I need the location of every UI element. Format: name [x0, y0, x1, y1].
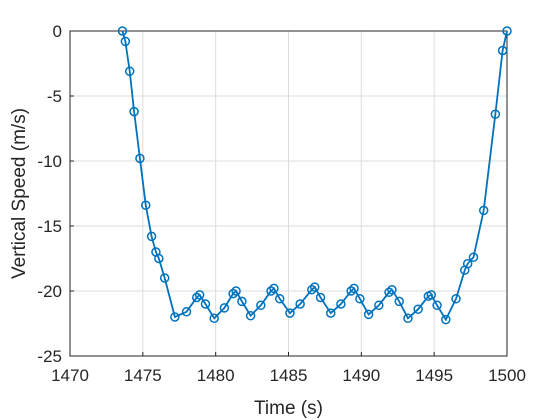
data-point-marker — [135, 153, 145, 164]
data-point-marker — [451, 294, 461, 304]
data-point-marker — [146, 231, 157, 242]
data-point-marker — [490, 109, 501, 119]
data-point-marker — [384, 287, 394, 298]
y-tick-label: -15 — [37, 217, 62, 236]
y-tick-label: -25 — [37, 347, 62, 366]
data-point-marker — [295, 299, 305, 309]
x-tick-label: 1490 — [342, 366, 380, 385]
data-point-marker — [462, 258, 473, 269]
x-axis-label: Time (s) — [254, 398, 323, 419]
data-point-marker — [403, 313, 413, 324]
axis-ticks: 1470 1475 1480 1485 1490 1495 1500 0 -5 -10 -15 -20… — [37, 22, 525, 385]
data-point-marker — [387, 284, 397, 295]
x-tick-label: 1495 — [415, 366, 453, 385]
data-point-marker — [181, 307, 192, 317]
x-tick-label: 1485 — [270, 366, 308, 385]
x-tick-label: 1470 — [51, 366, 89, 385]
y-tick-label: -10 — [37, 152, 62, 171]
data-point-marker — [307, 284, 317, 295]
data-point-marker — [231, 286, 241, 296]
data-point-marker — [159, 273, 170, 283]
y-axis-label: Vertical Speed (m/s) — [9, 108, 30, 279]
data-point-marker — [346, 286, 356, 296]
data-point-marker — [497, 45, 508, 56]
data-point-marker — [228, 288, 238, 299]
data-point-marker — [129, 106, 139, 117]
data-point-marker — [170, 312, 180, 322]
data-point-marker — [413, 304, 423, 314]
data-point-marker — [426, 290, 437, 300]
data-point-marker — [325, 308, 336, 318]
data-point-marker — [355, 294, 365, 304]
data-point-marker — [309, 282, 320, 292]
data-point-marker — [285, 308, 295, 318]
data-point-marker — [237, 296, 247, 307]
data-point-marker — [478, 205, 489, 216]
data-point-marker — [117, 26, 128, 36]
data-point-marker — [275, 294, 285, 304]
data-point-marker — [120, 36, 131, 47]
data-point-marker — [194, 290, 205, 300]
data-point-marker — [154, 253, 164, 264]
data-point-marker — [336, 299, 346, 309]
data-point-marker — [140, 200, 151, 210]
data-point-marker — [432, 300, 442, 311]
data-point-marker — [374, 300, 384, 311]
data-point-marker — [124, 66, 135, 77]
data-point-marker — [266, 286, 276, 296]
data-point-marker — [256, 300, 266, 311]
data-point-marker — [468, 252, 479, 262]
series-layer — [117, 26, 512, 325]
data-point-marker — [209, 313, 219, 324]
y-tick-label: -20 — [37, 282, 62, 301]
data-point-marker — [200, 299, 211, 309]
y-tick-label: -5 — [47, 87, 62, 106]
data-point-marker — [269, 283, 279, 294]
data-point-marker — [315, 292, 326, 303]
data-point-marker — [502, 26, 512, 36]
x-tick-label: 1475 — [124, 366, 162, 385]
data-point-marker — [349, 283, 359, 294]
data-point-marker — [219, 303, 230, 313]
x-tick-label: 1480 — [197, 366, 235, 385]
data-point-marker — [441, 314, 451, 325]
data-point-marker — [363, 309, 374, 320]
data-point-marker — [394, 296, 404, 307]
data-point-marker — [191, 292, 202, 303]
data-point-marker — [245, 310, 256, 321]
y-tick-label: 0 — [53, 22, 62, 41]
x-tick-label: 1500 — [488, 366, 526, 385]
